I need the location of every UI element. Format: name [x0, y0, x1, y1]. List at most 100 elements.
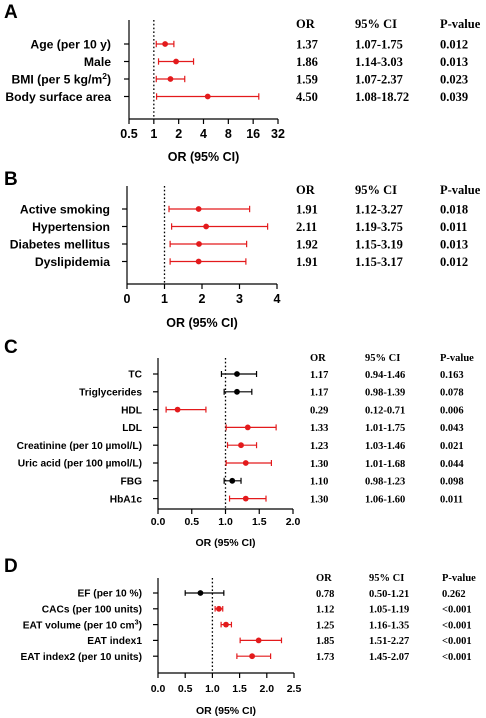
p-value: 0.013: [440, 55, 468, 69]
or-point: [195, 206, 202, 212]
row-label: LDL: [122, 423, 142, 434]
x-tick-label: 3: [236, 292, 243, 306]
p-value: 0.011: [440, 494, 463, 505]
row-label: Age (per 10 y): [30, 37, 111, 51]
or-point: [223, 621, 229, 628]
or-value: 1.12: [316, 605, 334, 616]
row-label: EAT index1: [87, 636, 142, 647]
x-axis-label: OR (95% CI): [166, 316, 238, 330]
ci-value: 1.15-3.19: [355, 238, 403, 252]
panel-label: A: [4, 2, 18, 23]
ci-value: 0.12-0.71: [365, 405, 405, 416]
x-tick-label: 4: [274, 292, 281, 306]
or-value: 1.92: [296, 238, 318, 252]
or-value: 1.86: [296, 55, 318, 69]
or-point: [229, 477, 236, 484]
x-tick-label: 0.5: [120, 127, 137, 141]
p-value: <0.001: [442, 652, 472, 663]
ci-value: 0.94-1.46: [365, 370, 405, 381]
x-tick-label: 0.5: [178, 683, 193, 695]
or-value: 1.30: [310, 494, 328, 505]
or-value: 1.17: [310, 388, 328, 399]
ci-value: 0.98-1.39: [365, 388, 405, 399]
column-header: 95% CI: [355, 183, 397, 197]
p-value: 0.044: [440, 459, 464, 470]
x-axis-label: OR (95% CI): [196, 705, 256, 717]
or-value: 1.33: [310, 423, 328, 434]
or-value: 1.37: [296, 38, 318, 52]
row-label: Creatinine (per 10 µmol/L): [17, 441, 142, 452]
or-point: [216, 605, 222, 612]
or-value: 1.73: [316, 652, 334, 663]
ci-value: 1.08-18.72: [355, 90, 409, 104]
forest-panel-b: B OR 95% CI P-value 0 1 2 3 4 OR (95% CI) Active s…: [4, 169, 481, 330]
ci-value: 1.06-1.60: [365, 494, 405, 505]
row-label: TC: [128, 370, 142, 381]
x-tick-label: 1.5: [232, 683, 247, 695]
x-tick-label: 0.5: [184, 516, 199, 528]
column-header: OR: [296, 17, 316, 31]
x-tick-label: 4: [200, 127, 207, 141]
ci-value: 1.51-2.27: [369, 636, 409, 647]
or-value: 1.10: [310, 477, 328, 488]
forest-panel-a: A OR 95% CI P-value 0.5 1 2 4 8 16 32 OR (95% CI) Ag…: [4, 2, 481, 164]
or-point: [234, 388, 240, 395]
or-value: 4.50: [296, 90, 318, 104]
or-value: 1.23: [310, 441, 328, 452]
column-header: OR: [296, 183, 316, 197]
or-value: 1.91: [296, 203, 318, 217]
panel-label: C: [4, 337, 18, 358]
p-value: 0.262: [442, 589, 466, 600]
ci-value: 1.14-3.03: [355, 55, 403, 69]
row-label: EF (per 10 %): [77, 589, 142, 600]
or-point: [167, 76, 174, 82]
row-label: EAT volume (per 10 cm3): [23, 619, 142, 632]
row-label: Body surface area: [5, 90, 111, 104]
ci-value: 1.01-1.68: [365, 459, 405, 470]
p-value: 0.021: [440, 441, 464, 452]
column-header: P-value: [440, 183, 481, 197]
or-point: [238, 442, 244, 449]
or-value: 1.59: [296, 73, 318, 87]
x-tick-label: 32: [271, 127, 285, 141]
p-value: 0.023: [440, 73, 468, 87]
x-tick-label: 2.0: [286, 516, 301, 528]
or-point: [197, 590, 204, 596]
x-tick-label: 1.0: [205, 683, 220, 695]
row-label: HDL: [121, 405, 142, 416]
ci-value: 1.07-2.37: [355, 73, 403, 87]
or-point: [195, 258, 202, 265]
p-value: 0.012: [440, 255, 468, 269]
x-tick-label: 1: [150, 127, 157, 141]
row-label: BMI (per 5 kg/m2): [11, 71, 111, 86]
p-value: 0.043: [440, 423, 464, 434]
row-label: FBG: [120, 476, 142, 487]
panel-label: D: [4, 556, 18, 577]
ci-value: 0.50-1.21: [369, 589, 409, 600]
ci-value: 1.16-1.35: [369, 620, 409, 631]
column-header: 95% CI: [369, 573, 404, 584]
or-value: 1.25: [316, 620, 334, 631]
x-tick-label: 1: [161, 292, 168, 306]
or-value: 0.78: [316, 589, 334, 600]
ci-value: 1.03-1.46: [365, 441, 405, 452]
x-axis-label: OR (95% CI): [168, 150, 240, 164]
or-value: 0.29: [310, 405, 328, 416]
x-tick-label: 8: [225, 127, 232, 141]
row-label: Active smoking: [20, 202, 110, 216]
x-tick-label: 16: [246, 127, 260, 141]
or-point: [234, 371, 240, 377]
x-tick-label: 2: [175, 127, 182, 141]
x-tick-label: 2.0: [259, 683, 274, 695]
p-value: <0.001: [442, 605, 472, 616]
or-point: [162, 41, 169, 47]
or-point: [242, 460, 249, 466]
column-header: P-value: [442, 573, 476, 584]
ci-value: 0.98-1.23: [365, 477, 405, 488]
x-tick-label: 1.0: [218, 516, 233, 528]
row-label: Triglycerides: [79, 387, 142, 398]
ci-value: 1.15-3.17: [355, 255, 403, 269]
row-label: Uric acid (per 100 µmol/L): [18, 459, 142, 470]
or-point: [249, 653, 256, 660]
